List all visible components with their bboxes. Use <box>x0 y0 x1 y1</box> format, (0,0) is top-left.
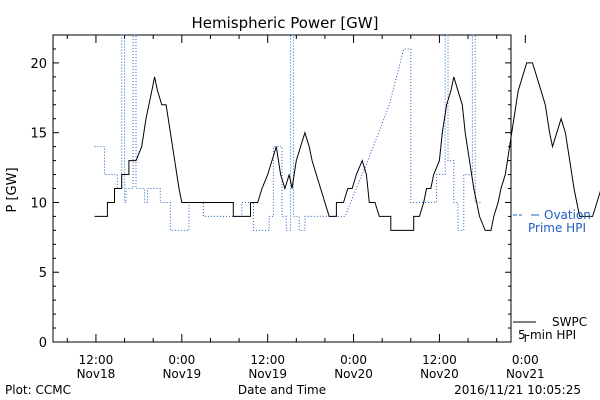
x-tick-time: 12:00 <box>79 353 114 367</box>
legend-ovation: Ovation Prime HPI <box>513 208 591 235</box>
x-tick-time: 0:00 <box>168 353 195 367</box>
series-line-swpc <box>94 62 600 231</box>
legend-ovation-line2: Prime HPI <box>528 221 586 235</box>
x-tick-date: Nov18 <box>77 367 116 381</box>
y-tick-label: 0 <box>39 336 47 351</box>
x-tick-time: 0:00 <box>340 353 367 367</box>
x-tick-date: Nov21 <box>506 367 545 381</box>
x-tick-date: Nov19 <box>162 367 201 381</box>
y-tick-label: 5 <box>39 266 47 281</box>
x-tick-time: 0:00 <box>512 353 539 367</box>
x-tick-date: Nov19 <box>248 367 287 381</box>
footer-timestamp: 2016/11/21 10:05:25 <box>454 383 581 397</box>
chart-title: Hemispheric Power [GW] <box>192 14 379 32</box>
y-tick-label: 20 <box>30 57 47 72</box>
y-tick-label: 10 <box>30 196 47 211</box>
y-axis-label: P [GW] <box>5 167 20 212</box>
x-tick-date: Nov20 <box>334 367 373 381</box>
x-axis-label: Date and Time <box>238 383 326 397</box>
x-axis: 12:00Nov180:00Nov1912:00Nov190:00Nov2012… <box>66 35 545 381</box>
legend-swpc-line1: SWPC <box>552 315 587 329</box>
x-tick-date: Nov20 <box>420 367 459 381</box>
legend-swpc-line2: 5-min HPI <box>518 328 576 342</box>
x-tick-time: 12:00 <box>250 353 285 367</box>
legend-ovation-line1: Ovation <box>544 208 591 222</box>
series-layer <box>94 34 600 231</box>
legend-swpc: SWPC 5-min HPI <box>513 315 587 342</box>
y-axis: 0 5 10 15 20 <box>30 34 511 351</box>
x-tick-time: 12:00 <box>422 353 457 367</box>
y-tick-label: 15 <box>30 127 47 142</box>
footer-plot-credit: Plot: CCMC <box>5 383 71 397</box>
